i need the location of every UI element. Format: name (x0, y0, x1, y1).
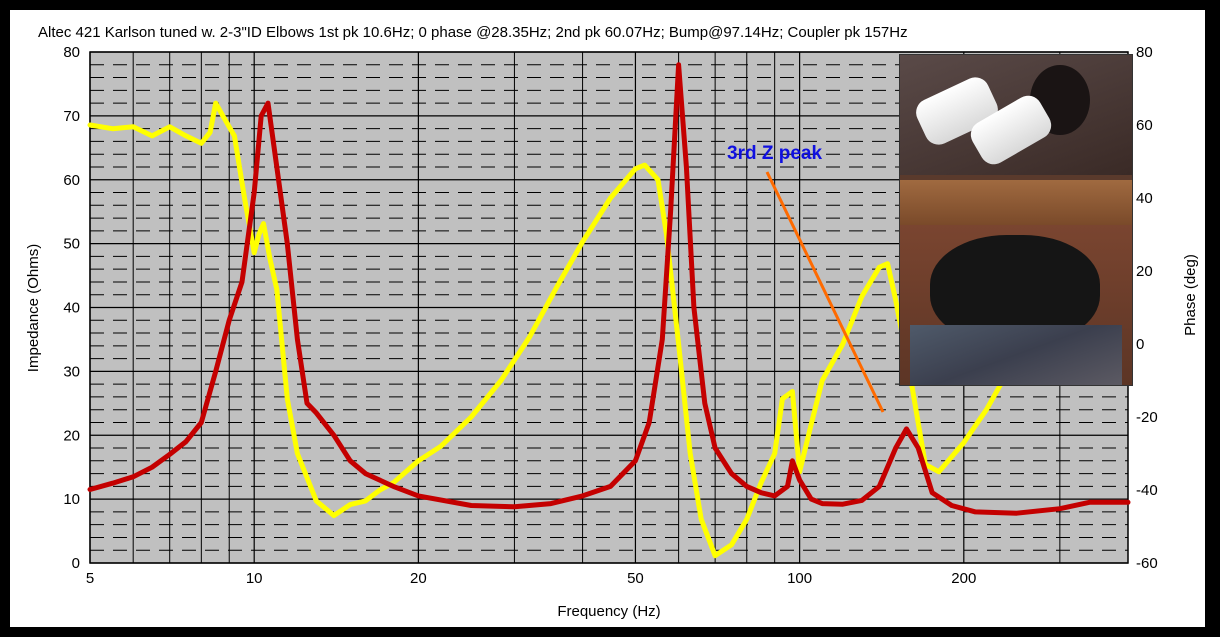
y-tick-label-right: -40 (1136, 482, 1158, 499)
annotation-arrow (765, 171, 885, 413)
series-line-impedance (87, 62, 1131, 516)
y-tick-label-right: 40 (1136, 190, 1153, 207)
axis-ticks: 5 10 20 50 100 200 0 10 20 30 40 50 60 70 80 -60 -40 -20 0… (63, 44, 1157, 587)
x-tick-label: 200 (951, 570, 976, 587)
x-axis-label: Frequency (Hz) (557, 603, 660, 620)
y-tick-label-right: 0 (1136, 336, 1144, 353)
chart-frame: Altec 421 Karlson tuned w. 2-3"ID Elbows… (10, 10, 1205, 627)
y-tick-label-left: 20 (63, 427, 80, 444)
y-tick-label-left: 70 (63, 108, 80, 125)
speaker-enclosure-photo (899, 54, 1133, 386)
y-tick-label-left: 80 (63, 44, 80, 61)
y-tick-label-left: 30 (63, 363, 80, 380)
x-tick-label: 5 (86, 570, 94, 587)
y-tick-label-left: 50 (63, 236, 80, 253)
x-tick-label: 50 (627, 570, 644, 587)
y-tick-label-right: 80 (1136, 44, 1153, 61)
y-tick-label-left: 10 (63, 491, 80, 508)
series-line-phase (87, 100, 1010, 559)
y-tick-label-left: 0 (72, 555, 80, 572)
chart-title: Altec 421 Karlson tuned w. 2-3"ID Elbows… (38, 24, 908, 41)
x-tick-label: 20 (410, 570, 427, 587)
y-axis-label-left: Impedance (Ohms) (25, 244, 42, 372)
annotation-3rd-z-peak: 3rd Z peak (727, 143, 822, 164)
y-axis-label-right: Phase (deg) (1182, 254, 1199, 336)
x-tick-label: 100 (787, 570, 812, 587)
x-tick-label: 10 (246, 570, 263, 587)
y-tick-label-right: 20 (1136, 263, 1153, 280)
grid-lines (89, 51, 1129, 564)
y-tick-label-right: -20 (1136, 409, 1158, 426)
y-tick-label-right: 60 (1136, 117, 1153, 134)
y-tick-label-right: -60 (1136, 555, 1158, 572)
series-layer (87, 62, 1131, 559)
y-tick-label-left: 40 (63, 300, 80, 317)
y-tick-label-left: 60 (63, 172, 80, 189)
